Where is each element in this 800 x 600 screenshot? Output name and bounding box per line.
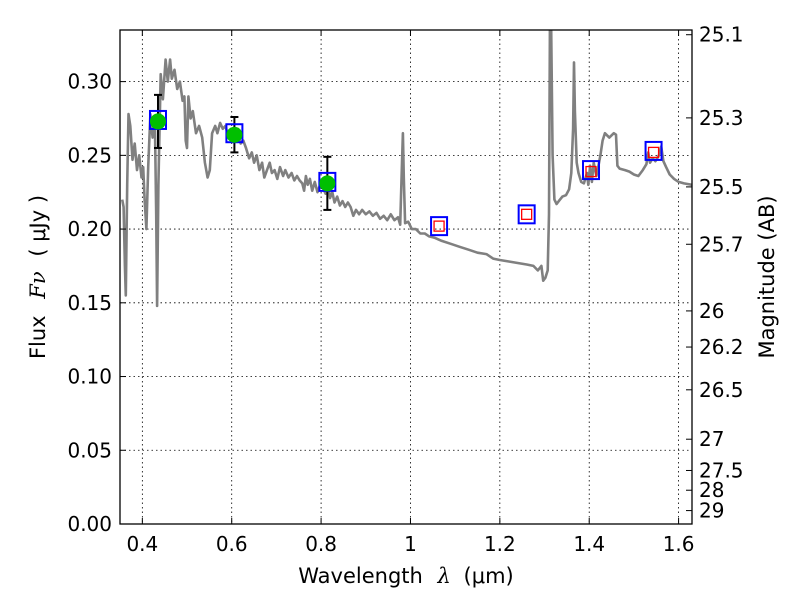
y-axis-label: Flux Fν ( μJy ) <box>26 195 50 359</box>
y-tick-label: 0.25 <box>67 143 112 167</box>
y2-tick-label: 25.5 <box>699 175 744 199</box>
x-tick-label: 1.2 <box>484 532 516 556</box>
sed-model-line <box>120 30 692 308</box>
y2-tick-label: 25.3 <box>699 106 744 130</box>
y-tick-label: 0.20 <box>67 217 112 241</box>
observed-photometry-point <box>226 126 243 143</box>
y-tick-label: 0.15 <box>67 291 112 315</box>
upper-limit-square <box>521 208 533 220</box>
x-tick-label: 1 <box>404 532 417 556</box>
observed-photometry-point <box>149 113 166 130</box>
x-axis-label: Wavelength λ (μm) <box>298 564 513 588</box>
plot-area <box>120 30 692 308</box>
y2-tick-label: 25.7 <box>699 232 744 256</box>
y-tick-label: 0.05 <box>67 438 112 462</box>
y-tick-label: 0.00 <box>67 512 112 536</box>
grid-lines <box>120 30 692 524</box>
x-tick-label: 0.8 <box>305 532 337 556</box>
y2-tick-label: 29 <box>699 499 724 523</box>
y-tick-label: 0.30 <box>67 70 112 94</box>
upper-limit-square <box>647 146 660 159</box>
model-photometry-square <box>644 140 663 161</box>
observed-photometry-point <box>319 175 336 192</box>
y2-tick-label: 26.5 <box>699 378 744 402</box>
upper-limit-square <box>585 165 597 178</box>
y2-tick-label: 26 <box>699 299 724 323</box>
y2-tick-label: 26.2 <box>699 335 744 359</box>
y2-tick-label: 25.1 <box>699 23 744 47</box>
model-photometry-square <box>582 160 601 181</box>
y2-tick-label: 27.5 <box>699 458 744 482</box>
plot-frame <box>119 29 693 525</box>
x-tick-label: 0.4 <box>126 532 158 556</box>
y2-tick-label: 28 <box>699 478 724 502</box>
model-photometry-square <box>430 216 449 237</box>
upper-limit-square <box>433 220 445 232</box>
axis-ticks: 0.4 0.6 0.8 1 1.2 1.4 1.6 0.00 0.05 0.10 0.15 0.20 0… <box>67 23 743 556</box>
model-photometry-square <box>517 204 536 225</box>
y2-tick-label: 27 <box>699 427 724 451</box>
y2-axis-label: Magnitude (AB) <box>755 195 779 358</box>
x-tick-label: 0.6 <box>216 532 248 556</box>
x-tick-label: 1.4 <box>573 532 605 556</box>
y-tick-label: 0.10 <box>67 365 112 389</box>
x-tick-label: 1.6 <box>663 532 695 556</box>
